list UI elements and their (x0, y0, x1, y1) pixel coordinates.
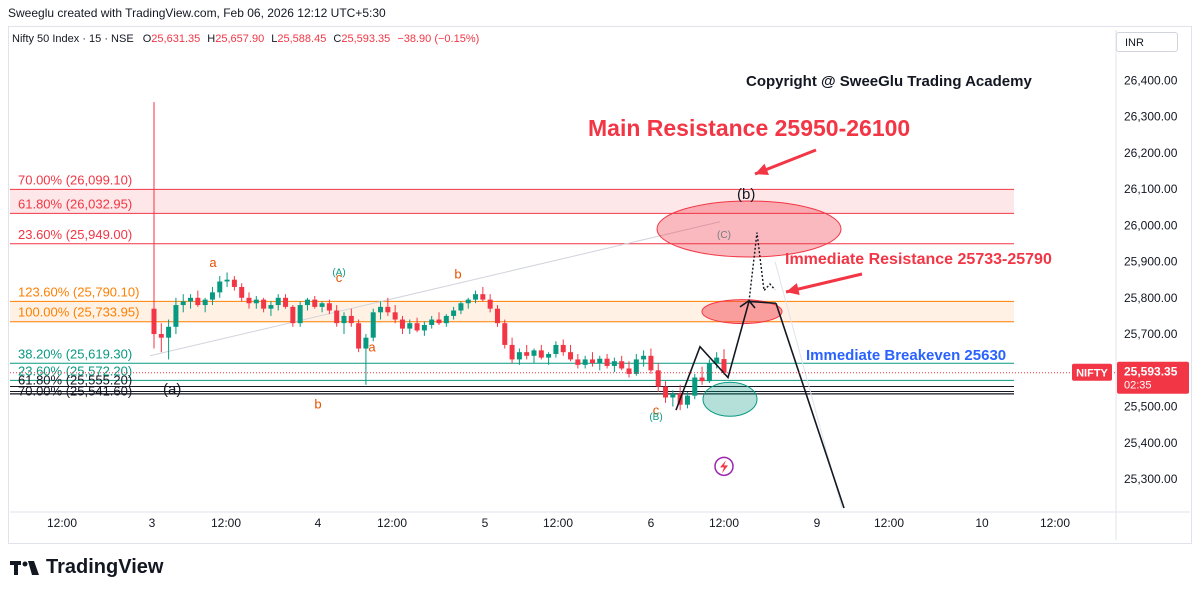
low-value: 25,588.45 (277, 33, 327, 45)
change-value: −38.90 (−0.15%) (397, 33, 480, 45)
tradingview-brand-text: TradingView (46, 556, 164, 578)
symbol-line[interactable]: Nifty 50 Index · 15 · NSE (12, 33, 134, 45)
chart-panel[interactable] (8, 26, 1192, 544)
close-label: C (333, 33, 342, 45)
high-label: H (207, 33, 216, 45)
ohlc-legend: Nifty 50 Index · 15 · NSE O25,631.35 H25… (12, 33, 479, 45)
tradingview-logo-icon (10, 560, 39, 575)
low-label: L (271, 33, 278, 45)
open-label: O (142, 33, 152, 45)
close-value: 25,593.35 (341, 33, 391, 45)
tradingview-brand[interactable]: TradingView (10, 556, 163, 579)
attribution-text: Sweeglu created with TradingView.com, Fe… (8, 6, 386, 20)
open-value: 25,631.35 (151, 33, 201, 45)
currency-button[interactable]: INR (1116, 32, 1178, 52)
high-value: 25,657.90 (215, 33, 265, 45)
